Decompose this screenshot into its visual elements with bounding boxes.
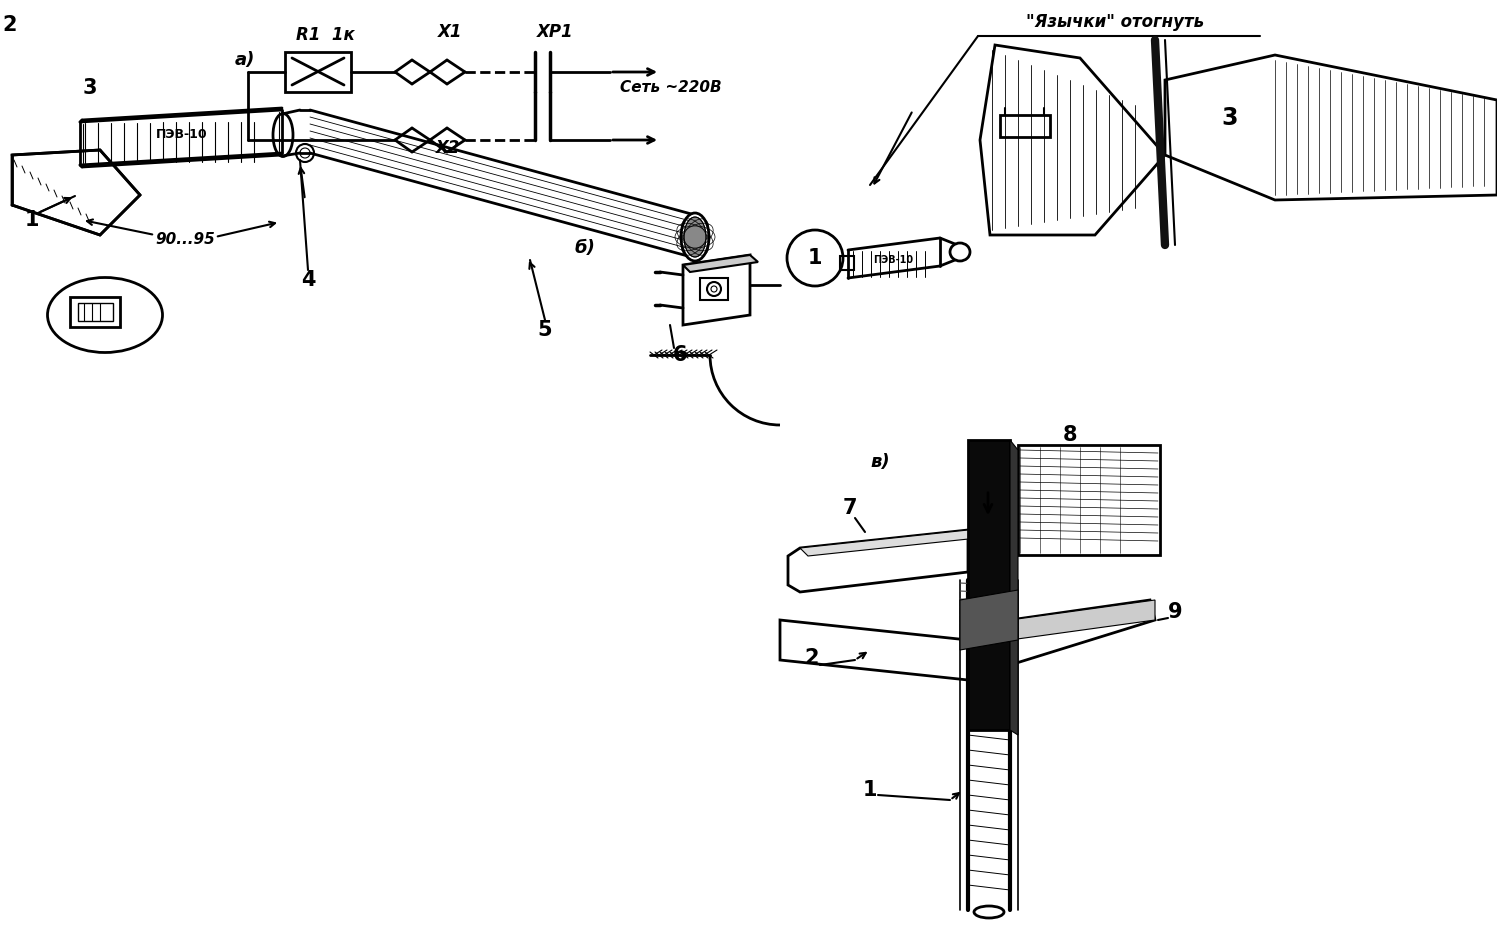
Polygon shape — [780, 620, 969, 680]
Text: 9: 9 — [1168, 602, 1183, 622]
Bar — [701, 278, 728, 300]
Bar — [1000, 115, 1049, 137]
Polygon shape — [1010, 600, 1156, 665]
Polygon shape — [1018, 445, 1160, 555]
Text: Сеть ~220В: Сеть ~220В — [620, 80, 722, 95]
Text: R1  1к: R1 1к — [295, 26, 355, 44]
Text: 7: 7 — [843, 498, 858, 518]
Text: 2: 2 — [3, 15, 18, 35]
Polygon shape — [1010, 600, 1156, 640]
Polygon shape — [799, 530, 978, 556]
Ellipse shape — [975, 906, 1004, 918]
Text: 3: 3 — [1222, 106, 1238, 130]
Text: XP1: XP1 — [537, 23, 573, 41]
Text: 1: 1 — [25, 210, 39, 230]
Text: 6: 6 — [672, 345, 687, 365]
Polygon shape — [960, 590, 1018, 650]
Polygon shape — [1010, 440, 1018, 735]
Text: 3: 3 — [82, 78, 97, 98]
Text: в): в) — [870, 453, 889, 471]
Polygon shape — [683, 255, 750, 325]
Polygon shape — [1165, 55, 1497, 200]
Ellipse shape — [951, 243, 970, 261]
Text: 1: 1 — [808, 248, 822, 268]
Polygon shape — [683, 255, 757, 272]
Bar — [78, 303, 112, 321]
Text: 4: 4 — [301, 270, 316, 290]
Text: ПЭВ-10: ПЭВ-10 — [156, 129, 208, 141]
Bar — [70, 297, 120, 327]
Bar — [284, 52, 350, 92]
Polygon shape — [787, 530, 969, 592]
Bar — [840, 256, 853, 270]
Text: а): а) — [235, 51, 256, 69]
Ellipse shape — [684, 217, 707, 257]
Polygon shape — [969, 440, 1010, 730]
Text: 8: 8 — [1063, 425, 1078, 445]
Polygon shape — [981, 45, 1165, 235]
Ellipse shape — [681, 213, 710, 261]
Text: 5: 5 — [537, 320, 552, 340]
Text: б): б) — [575, 239, 596, 257]
Text: 1: 1 — [862, 780, 877, 800]
Polygon shape — [12, 150, 141, 235]
Text: "Язычки" отогнуть: "Язычки" отогнуть — [1025, 13, 1204, 31]
Text: 90...95: 90...95 — [156, 233, 216, 248]
Text: X1: X1 — [437, 23, 463, 41]
Text: ПЭВ-10: ПЭВ-10 — [873, 255, 913, 265]
Text: 2: 2 — [805, 648, 819, 668]
Text: X2: X2 — [436, 139, 460, 157]
Polygon shape — [969, 615, 1010, 680]
